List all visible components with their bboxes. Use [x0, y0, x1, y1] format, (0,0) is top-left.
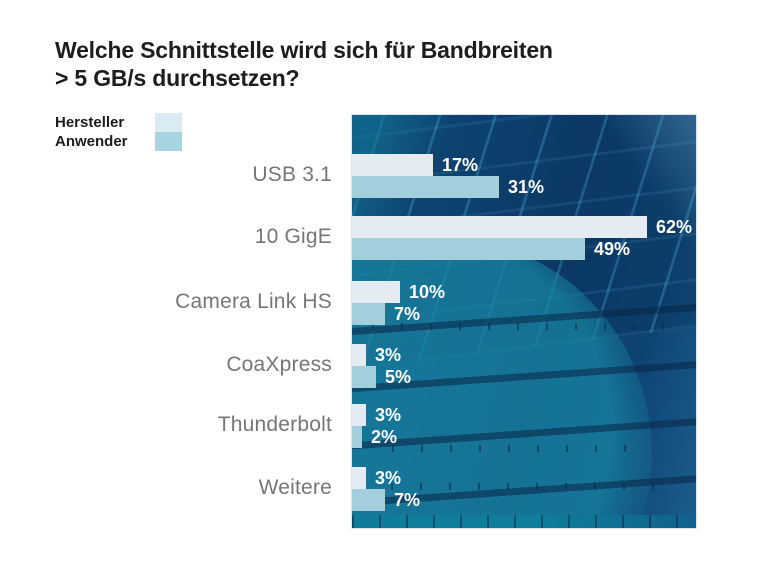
bar-value-label: 7%: [394, 304, 421, 324]
bar-anwender: 7%: [352, 489, 420, 511]
bar-anwender: 2%: [352, 426, 397, 448]
category-label: Weitere: [258, 476, 332, 499]
bar-value-label: 2%: [371, 427, 398, 447]
category-label: 10 GigE: [254, 225, 332, 248]
bar-value-label: 3%: [375, 345, 402, 365]
bar-value-label: 10%: [409, 282, 446, 302]
legend-label-hersteller: Hersteller: [55, 114, 125, 131]
chart-plot: 17% 31% 62% 49% 10% 7% 3% 5% 3% 2% 3% 7%: [351, 114, 697, 529]
bar-hersteller: 3%: [352, 404, 401, 426]
category-label: Camera Link HS: [175, 290, 332, 313]
chart-background-bottom-strip: [352, 515, 696, 528]
legend-item-hersteller: Hersteller: [55, 113, 185, 132]
bar-anwender: 49%: [352, 238, 630, 260]
bar-value-label: 3%: [375, 468, 402, 488]
category-label: USB 3.1: [252, 163, 332, 186]
legend-item-anwender: Anwender: [55, 132, 185, 151]
legend-swatch-anwender: [155, 132, 182, 151]
legend: Hersteller Anwender: [55, 113, 185, 151]
bar-anwender: 31%: [352, 176, 544, 198]
bar-value-label: 3%: [375, 405, 402, 425]
chart-background-streaks: [352, 250, 696, 528]
bar-hersteller: 3%: [352, 344, 401, 366]
bar-value-label: 5%: [385, 367, 412, 387]
bar-value-label: 49%: [594, 239, 631, 259]
bar-anwender: 5%: [352, 366, 411, 388]
bar-value-label: 62%: [656, 217, 693, 237]
category-label: CoaXpress: [226, 353, 332, 376]
category-labels: USB 3.1 10 GigE Camera Link HS CoaXpress Thu…: [100, 114, 340, 529]
bar-hersteller: 3%: [352, 467, 401, 489]
bar-value-label: 7%: [394, 490, 421, 510]
category-label: Thunderbolt: [217, 413, 332, 436]
bar-hersteller: 62%: [352, 216, 692, 238]
chart-background-dashes: [392, 445, 652, 452]
bar-hersteller: 17%: [352, 154, 478, 176]
legend-label-anwender: Anwender: [55, 133, 128, 150]
bar-hersteller: 10%: [352, 281, 445, 303]
legend-swatch-hersteller: [155, 113, 182, 132]
bar-value-label: 31%: [508, 177, 545, 197]
bar-value-label: 17%: [442, 155, 479, 175]
bar-anwender: 7%: [352, 303, 420, 325]
chart-title: Welche Schnittstelle wird sich für Bandb…: [55, 37, 553, 92]
